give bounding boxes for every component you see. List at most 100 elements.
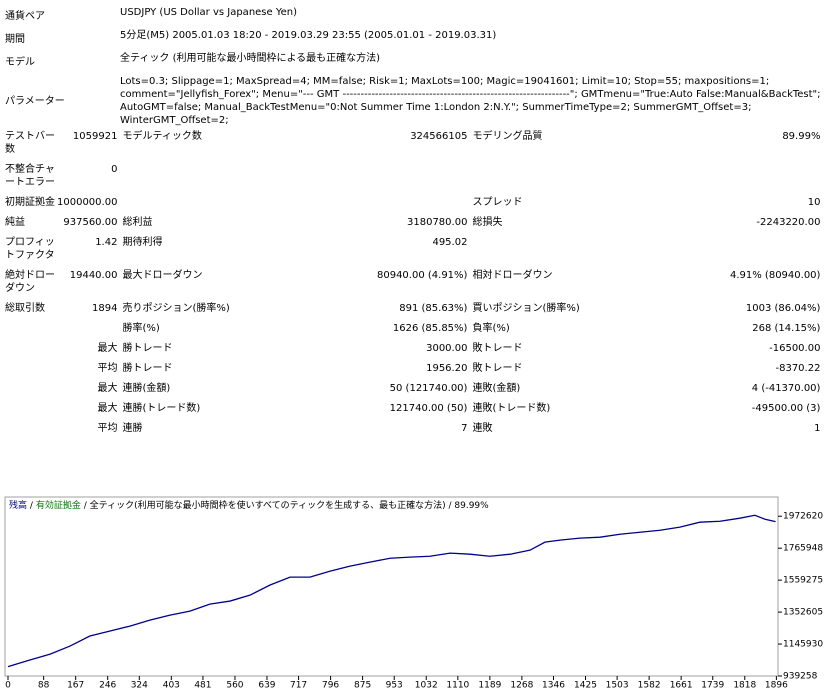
stat-label: 総取引数 xyxy=(5,303,45,314)
info-value: 全ティック (利用可能な最小時間枠による最も正確な方法) xyxy=(120,49,821,72)
info-row: 期間 5分足(M5) 2005.01.03 18:20 - 2019.03.29 … xyxy=(5,26,821,49)
info-row: 通貨ペア USDJPY (US Dollar vs Japanese Yen) xyxy=(5,3,821,26)
stat-label: 総利益 xyxy=(122,217,153,228)
stat-label xyxy=(472,236,622,269)
model-label: 全ティック(利用可能な最小時間枠を使いすべてのティックを生成する、最も正確な方法… xyxy=(90,499,446,511)
stat-value xyxy=(57,322,122,342)
stat-value: 891 (85.63%) xyxy=(399,303,468,314)
x-tick-label: 1032 xyxy=(415,681,438,691)
stat-value: 121740.00 (50) xyxy=(389,403,468,414)
stat-value: 50 (121740.00) xyxy=(389,383,468,394)
info-table: 通貨ペア USDJPY (US Dollar vs Japanese Yen) 期間… xyxy=(5,3,821,127)
info-line: 全ティック (利用可能な最小時間枠による最も正確な方法) xyxy=(120,53,381,64)
y-tick-label: 1145930 xyxy=(783,640,823,650)
x-tick-label: 0 xyxy=(5,681,11,691)
stat-label: テストバー数 xyxy=(5,131,55,155)
stat-label: 負率(%) xyxy=(472,323,510,334)
x-tick-label: 88 xyxy=(38,681,50,691)
stat-value: 1059921 xyxy=(72,131,118,142)
stats-row: 勝率(%) 1626 (85.85%) 負率(%) 268 (14.15%) xyxy=(5,322,820,342)
stat-value: 10 xyxy=(807,197,821,208)
info-line: AutoGMT=false; Manual_BackTestMenu="0:No… xyxy=(120,102,752,113)
info-line: USDJPY (US Dollar vs Japanese Yen) xyxy=(120,7,298,18)
stats-row: 最大 連勝(金額) 50 (121740.00) 連敗(金額) 4 (-41370.00… xyxy=(5,382,820,402)
stat-label xyxy=(5,382,57,402)
stat-label: 連勝(金額) xyxy=(122,383,171,394)
info-line: Lots=0.3; Slippage=1; MaxSpread=4; MM=fa… xyxy=(120,76,770,87)
x-tick-label: 1425 xyxy=(574,681,597,691)
stat-label: 期待利得 xyxy=(122,237,163,248)
x-tick-label: 1268 xyxy=(510,681,533,691)
stat-label: 最大ドローダウン xyxy=(122,270,203,281)
stat-value xyxy=(622,163,820,196)
x-tick-label: 246 xyxy=(99,681,116,691)
stat-label: プロフィットファクタ xyxy=(5,237,55,261)
x-tick-label: 560 xyxy=(226,681,243,691)
stat-label xyxy=(472,163,622,196)
stat-value: 268 (14.15%) xyxy=(752,323,821,334)
stat-label: 勝率(%) xyxy=(122,323,160,334)
stat-value: 最大 xyxy=(97,403,118,414)
stat-value: 324566105 xyxy=(410,131,468,142)
stat-value: 0 xyxy=(111,164,118,175)
x-tick-label: 875 xyxy=(354,681,371,691)
stat-label: 連敗 xyxy=(472,423,493,434)
stat-label: モデリング品質 xyxy=(472,131,543,142)
stat-value: 495.02 xyxy=(432,237,468,248)
x-tick-label: 1110 xyxy=(446,681,469,691)
stat-label: 敗トレード xyxy=(472,343,523,354)
chart: 残高 / 有効証拠金 / 全ティック(利用可能な最小時間枠を使いすべてのティック… xyxy=(4,496,823,691)
separator: / xyxy=(30,501,34,511)
stat-label: 絶対ドローダウン xyxy=(5,270,55,294)
stats-row: 最大 勝トレード 3000.00 敗トレード -16500.00 xyxy=(5,342,820,362)
x-tick-label: 481 xyxy=(194,681,211,691)
stat-label xyxy=(122,196,272,216)
stat-label xyxy=(5,342,57,362)
stat-value: 最大 xyxy=(97,383,118,394)
stats-row: 初期証拠金 1000000.00 スプレッド 10 xyxy=(5,196,820,216)
stat-value xyxy=(272,163,472,196)
info-line: 5分足(M5) 2005.01.03 18:20 - 2019.03.29 23… xyxy=(120,30,497,41)
stat-value: 7 xyxy=(461,423,468,434)
stat-value: -16500.00 xyxy=(769,343,821,354)
stats-row: 最大 連勝(トレード数) 121740.00 (50) 連敗(トレード数) -49500… xyxy=(5,402,820,422)
stat-label: 連勝 xyxy=(122,423,143,434)
x-tick-label: 953 xyxy=(386,681,403,691)
y-tick-label: 1352605 xyxy=(783,608,823,618)
info-row: モデル 全ティック (利用可能な最小時間枠による最も正確な方法) xyxy=(5,49,821,72)
x-tick-label: 1896 xyxy=(765,681,788,691)
stat-value: 1894 xyxy=(92,303,118,314)
stat-value: 1.42 xyxy=(95,237,118,248)
info-value: 5分足(M5) 2005.01.03 18:20 - 2019.03.29 23… xyxy=(120,26,821,49)
info-label: モデル xyxy=(5,56,35,68)
stat-value: 80940.00 (4.91%) xyxy=(376,270,468,281)
x-tick-label: 1739 xyxy=(701,681,724,691)
stat-label: 売りポジション(勝率%) xyxy=(122,303,230,314)
stat-label: 連敗(トレード数) xyxy=(472,403,551,414)
stats-row: 総取引数 1894 売りポジション(勝率%) 891 (85.63%) 買いポジション(… xyxy=(5,302,820,322)
stat-value: 平均 xyxy=(97,363,118,374)
info-label: パラメーター xyxy=(5,95,65,107)
stat-value: 89.99% xyxy=(782,131,821,142)
stat-label: 相対ドローダウン xyxy=(472,270,553,281)
stat-label: 不整合チャートエラー xyxy=(5,164,55,188)
stat-value: 3180780.00 xyxy=(407,217,468,228)
stat-label: 連敗(金額) xyxy=(472,383,521,394)
stat-value: -8370.22 xyxy=(775,363,821,374)
stat-value: 4.91% (80940.00) xyxy=(729,270,821,281)
stat-label xyxy=(5,422,57,442)
stat-label: スプレッド xyxy=(472,197,523,208)
x-tick-label: 403 xyxy=(163,681,180,691)
stat-label: 勝トレード xyxy=(122,343,173,354)
stat-value: 平均 xyxy=(97,423,118,434)
y-tick-label: 1559275 xyxy=(783,576,823,586)
stats-row: 平均 勝トレード 1956.20 敗トレード -8370.22 xyxy=(5,362,820,382)
quality-label: 89.99% xyxy=(454,501,489,511)
x-tick-label: 324 xyxy=(131,681,148,691)
stat-label: 初期証拠金 xyxy=(5,197,55,208)
stat-label: 勝トレード xyxy=(122,363,173,374)
stat-value xyxy=(272,196,472,216)
x-tick-label: 167 xyxy=(67,681,84,691)
info-label: 期間 xyxy=(5,33,25,45)
separator: / xyxy=(84,501,88,511)
